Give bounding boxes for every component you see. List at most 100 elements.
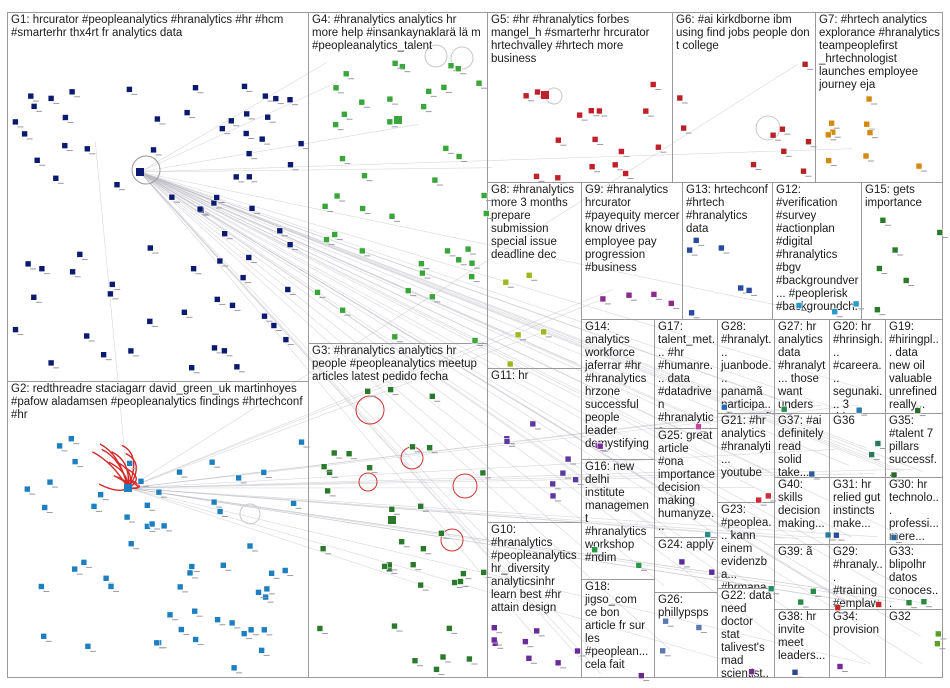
node-icon xyxy=(418,260,425,267)
node-icon xyxy=(391,622,398,630)
node-icon xyxy=(160,522,168,530)
group-label-g28: G28: #hranalyt... juanbode... panamã par… xyxy=(721,321,772,413)
node-group-g10 xyxy=(490,624,586,669)
edge-line xyxy=(139,171,535,636)
node-icon xyxy=(24,260,32,268)
node-group-g13 xyxy=(686,237,758,319)
node-icon xyxy=(695,423,702,431)
group-label-g35: G35: #talent 7 pillars successf... xyxy=(889,415,937,478)
node-group-g23 xyxy=(767,585,780,595)
node-group-g33 xyxy=(905,598,932,609)
node-icon xyxy=(676,94,684,102)
node-icon xyxy=(572,476,579,483)
node-icon xyxy=(30,103,38,110)
node-icon xyxy=(808,470,816,478)
node-icon xyxy=(444,247,451,255)
node-icon xyxy=(525,271,533,279)
node-icon xyxy=(874,306,881,314)
node-icon xyxy=(186,569,194,577)
group-cell-g15: G15: gets importance xyxy=(861,182,943,320)
node-icon xyxy=(534,88,541,96)
group-cell-g16: G16: new delhi institute management #hra… xyxy=(581,459,655,580)
node-icon xyxy=(168,193,176,201)
node-icon xyxy=(56,442,63,450)
node-icon xyxy=(411,657,419,665)
node-icon xyxy=(457,578,464,585)
edge-line xyxy=(127,487,433,589)
node-icon xyxy=(216,257,224,265)
node-icon xyxy=(460,570,467,577)
node-group-g34 xyxy=(836,663,848,673)
edge-line xyxy=(139,171,712,426)
node-icon xyxy=(750,161,757,168)
node-icon xyxy=(680,124,687,132)
node-icon xyxy=(825,157,833,164)
node-icon xyxy=(386,118,394,126)
node-icon xyxy=(381,563,388,570)
node-icon xyxy=(109,281,116,288)
node-group-g21 xyxy=(755,492,777,506)
node-icon xyxy=(211,344,218,352)
group-label-g31: G31: hr relied gut instincts make... xyxy=(833,479,884,530)
edge-line xyxy=(139,171,924,473)
edge-line xyxy=(127,404,859,489)
node-icon xyxy=(286,241,294,248)
group-label-g16: G16: new delhi institute management #hra… xyxy=(585,461,650,564)
hub-node xyxy=(394,116,402,124)
node-icon xyxy=(233,363,241,371)
node-icon xyxy=(228,619,236,627)
node-icon xyxy=(622,170,629,177)
node-icon xyxy=(196,205,204,213)
node-icon xyxy=(358,247,366,255)
edge-line xyxy=(127,487,882,606)
node-icon xyxy=(246,173,253,181)
edge-line xyxy=(139,171,905,472)
node-icon xyxy=(232,173,240,181)
edge-line xyxy=(127,468,914,489)
node-icon xyxy=(214,296,221,303)
node-icon xyxy=(805,138,812,145)
node-icon xyxy=(242,130,250,137)
node-icon xyxy=(68,435,75,443)
node-group-g28 xyxy=(720,403,733,413)
node-icon xyxy=(863,120,871,128)
node-icon xyxy=(475,79,483,87)
node-icon xyxy=(21,130,28,138)
node-icon xyxy=(276,227,284,235)
node-group-g27 xyxy=(780,405,793,415)
node-icon xyxy=(260,469,268,476)
group-cell-g7: G7: #hrtech analytics explorance #hranal… xyxy=(815,12,943,183)
node-icon xyxy=(533,173,540,180)
node-icon xyxy=(298,438,305,446)
node-icon xyxy=(791,668,799,676)
node-icon xyxy=(270,322,278,329)
node-icon xyxy=(332,121,339,128)
edge-line xyxy=(139,171,743,476)
node-icon xyxy=(934,640,941,648)
node-icon xyxy=(662,617,669,625)
node-icon xyxy=(123,513,131,521)
group-label-g37: G37: #ai definitely read solid take... xyxy=(778,415,827,478)
node-group-g11 xyxy=(503,420,584,502)
node-icon xyxy=(239,274,247,281)
node-icon xyxy=(503,437,511,445)
node-icon xyxy=(364,387,372,395)
edge-line xyxy=(139,171,610,669)
edge-line xyxy=(127,487,878,538)
node-icon xyxy=(260,626,268,634)
edge-line xyxy=(139,171,871,665)
node-icon xyxy=(359,205,366,212)
node-icon xyxy=(480,192,488,199)
node-icon xyxy=(358,98,366,106)
node-icon xyxy=(442,145,450,152)
node-icon xyxy=(420,545,427,553)
node-icon xyxy=(52,175,60,182)
node-icon xyxy=(809,587,817,595)
edge-line xyxy=(139,171,601,674)
node-icon xyxy=(876,265,883,272)
node-icon xyxy=(314,289,321,296)
node-icon xyxy=(455,256,463,264)
node-icon xyxy=(247,626,255,634)
node-group-g38 xyxy=(791,668,803,678)
group-cell-g32: G32 xyxy=(885,609,943,678)
